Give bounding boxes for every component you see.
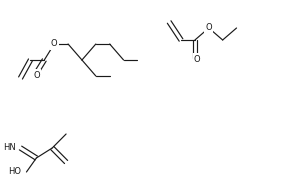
Text: O: O bbox=[194, 55, 200, 63]
Text: O: O bbox=[51, 40, 58, 48]
Text: HN: HN bbox=[3, 143, 16, 153]
Text: O: O bbox=[206, 24, 212, 32]
Text: HO: HO bbox=[9, 168, 22, 177]
Text: O: O bbox=[33, 70, 40, 79]
